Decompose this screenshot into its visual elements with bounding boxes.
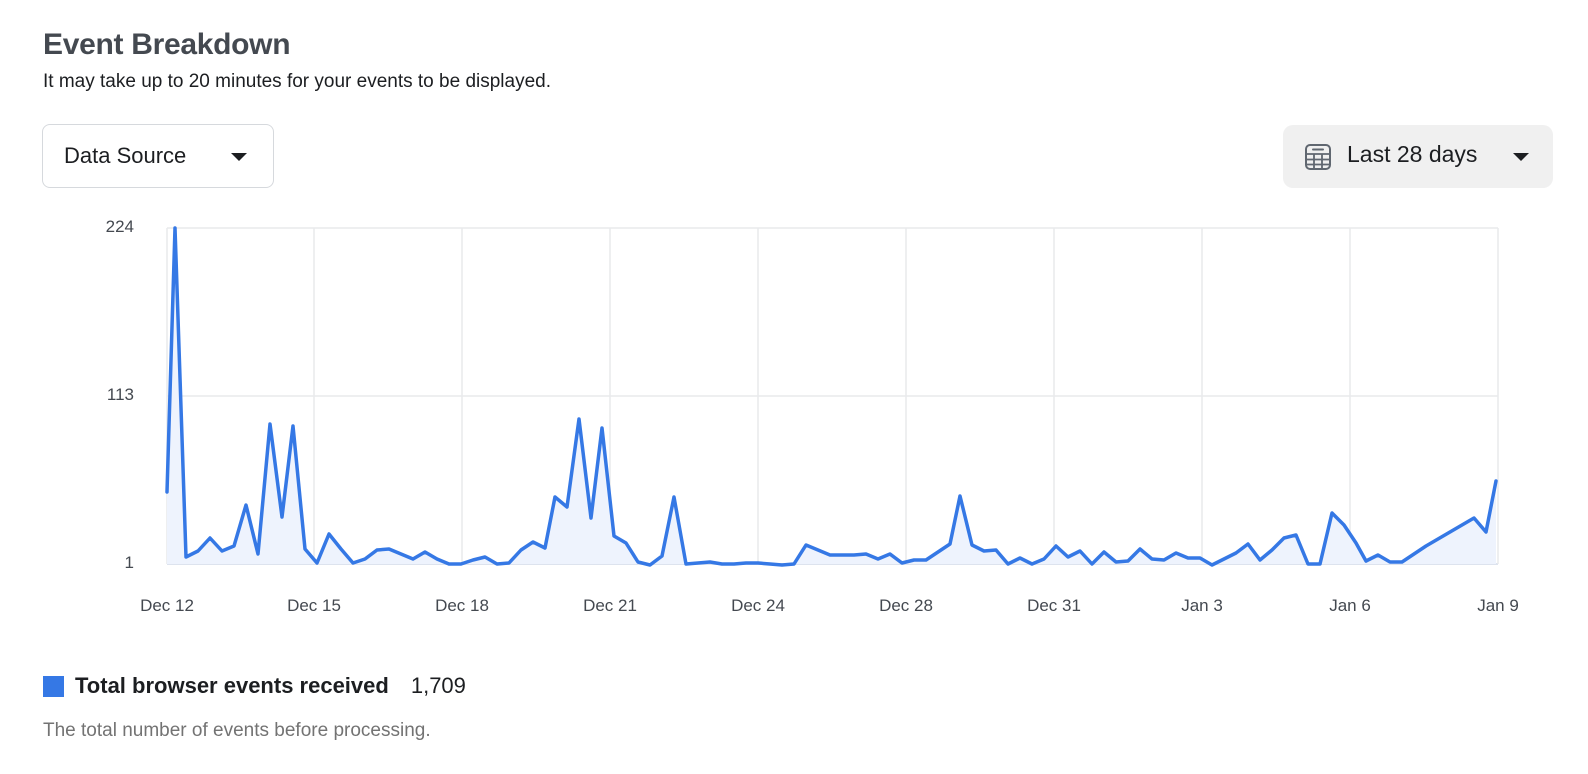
legend: Total browser events received 1,709 (43, 673, 466, 699)
data-source-label: Data Source (64, 143, 187, 168)
x-tick-label: Jan 3 (1181, 596, 1223, 615)
area-fill (167, 228, 1496, 565)
x-tick-label: Dec 12 (140, 596, 194, 615)
caret-down-icon (231, 153, 247, 161)
x-tick-label: Dec 21 (583, 596, 637, 615)
events-line-chart: 1 113 224 Dec 12 Dec 15 Dec 18 Dec 21 Dec 24 De… (0, 210, 1588, 630)
x-tick-label: Jan 6 (1329, 596, 1371, 615)
y-tick-label: 1 (124, 553, 134, 572)
series-line (165, 226, 1498, 567)
legend-description: The total number of events before proces… (43, 720, 431, 741)
caret-down-icon (1513, 153, 1529, 161)
plot-area (165, 226, 1499, 567)
x-tick-label: Jan 9 (1477, 596, 1519, 615)
calendar-icon (1305, 144, 1331, 170)
legend-series-name: Total browser events received (75, 673, 389, 698)
gridlines (166, 227, 1499, 565)
y-tick-label: 224 (105, 217, 134, 236)
legend-swatch (43, 675, 64, 697)
legend-total-value: 1,709 (410, 673, 466, 698)
page-subtitle: It may take up to 20 minutes for your ev… (43, 71, 551, 92)
x-tick-label: Dec 31 (1027, 596, 1081, 615)
page-title: Event Breakdown (43, 28, 291, 61)
x-tick-label: Dec 18 (435, 596, 489, 615)
x-tick-label: Dec 24 (731, 596, 785, 615)
y-tick-label: 113 (106, 385, 134, 404)
date-range-label: Last 28 days (1347, 141, 1478, 167)
data-source-dropdown[interactable]: Data Source (42, 124, 274, 188)
date-range-dropdown[interactable]: Last 28 days (1283, 125, 1553, 188)
x-tick-label: Dec 28 (879, 596, 933, 615)
x-tick-label: Dec 15 (287, 596, 341, 615)
